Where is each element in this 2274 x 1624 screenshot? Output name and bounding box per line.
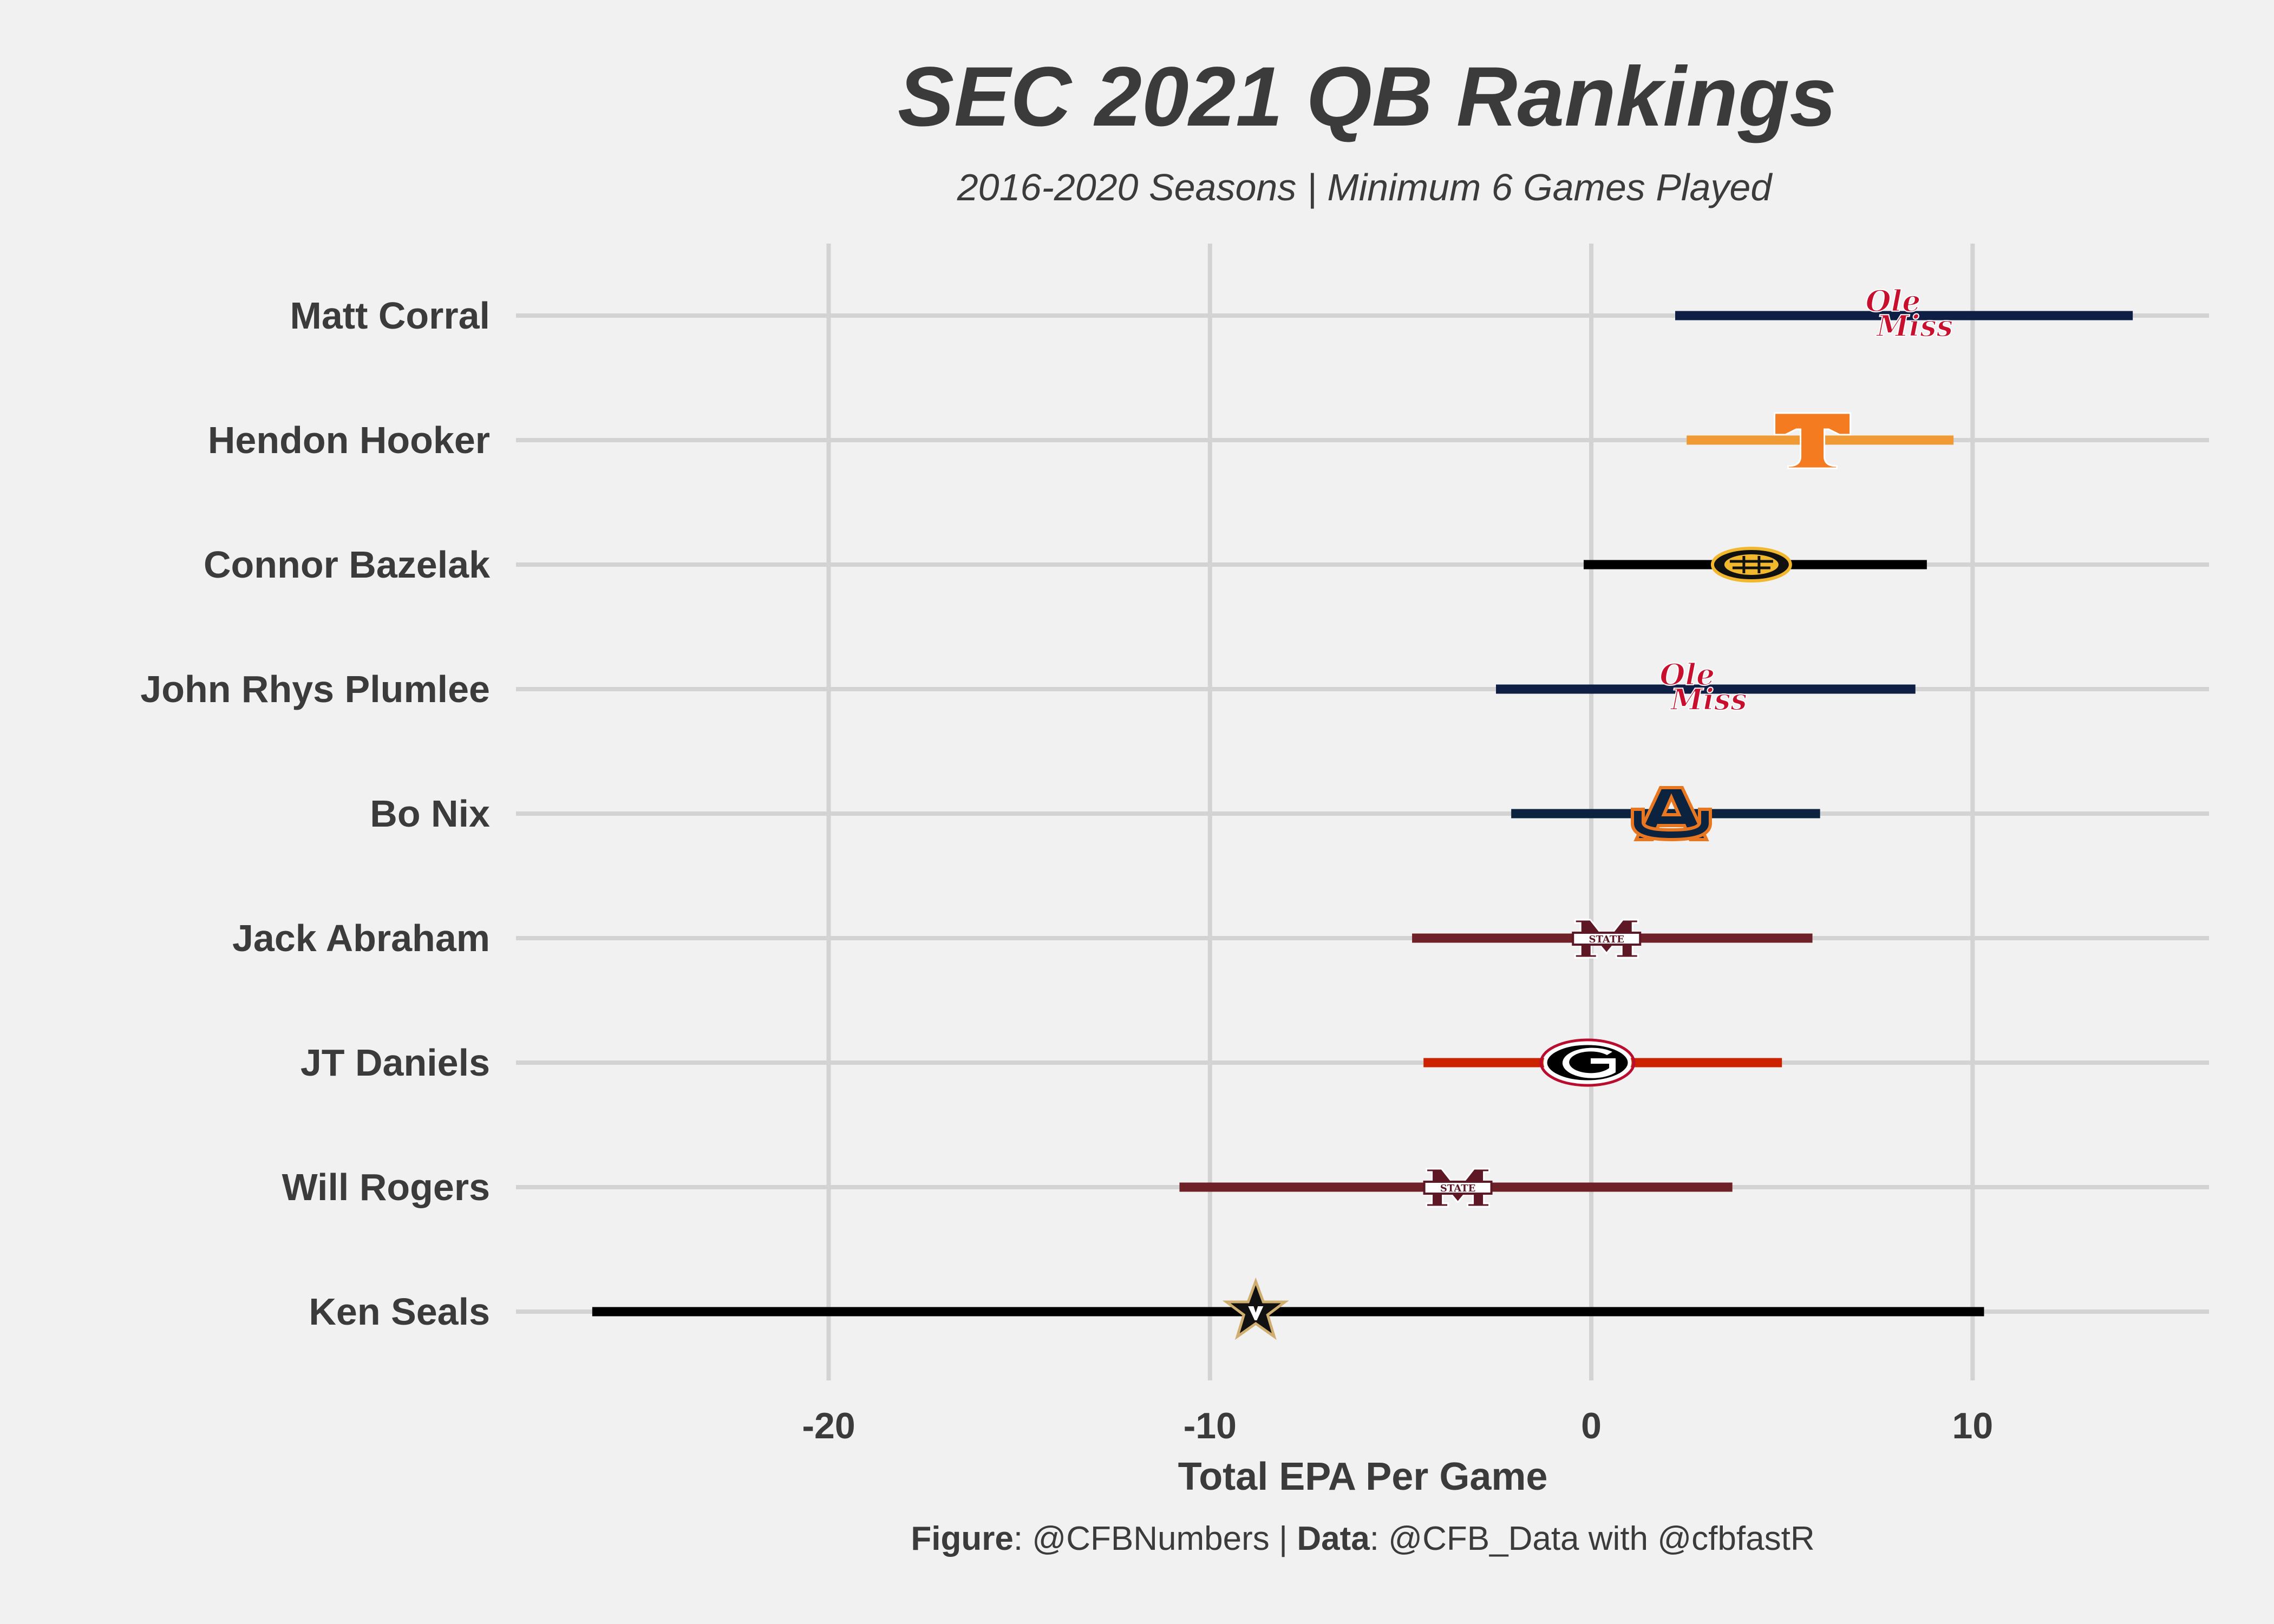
tennessee-logo bbox=[1774, 412, 1852, 469]
mississippi-state-logo-m bbox=[1574, 919, 1639, 959]
missouri-logo-face bbox=[1724, 554, 1779, 575]
vanderbilt-logo-star bbox=[1222, 1277, 1289, 1340]
georgia-logo bbox=[1539, 1038, 1636, 1087]
x-tick-label: -10 bbox=[1184, 1405, 1237, 1446]
missouri-logo bbox=[1710, 547, 1792, 582]
tennessee-logo-t bbox=[1774, 412, 1852, 469]
georgia-logo-ring bbox=[1539, 1038, 1636, 1087]
caption-figure-label: Figure bbox=[911, 1520, 1013, 1557]
x-tick-label: -20 bbox=[802, 1405, 855, 1446]
caption-data-label: Data bbox=[1297, 1520, 1370, 1557]
ole-miss-logo-text-top: Ole bbox=[1659, 657, 1715, 692]
auburn-logo-u bbox=[1630, 808, 1712, 842]
x-axis-label: Total EPA Per Game bbox=[1178, 1455, 1548, 1498]
mississippi-state-logo: STATE bbox=[1572, 919, 1642, 959]
mississippi-state-logo-text: STATE bbox=[1589, 934, 1624, 945]
ole-miss-logo-text-top: Ole bbox=[1866, 284, 1921, 318]
player-label-5: Jack Abraham bbox=[232, 917, 490, 959]
caption: Figure: @CFBNumbers | Data: @CFB_Data wi… bbox=[911, 1520, 1814, 1557]
chart-subtitle: 2016-2020 Seasons | Minimum 6 Games Play… bbox=[957, 166, 1773, 209]
mississippi-state-logo: STATE bbox=[1423, 1168, 1493, 1208]
vanderbilt-logo-v bbox=[1248, 1306, 1264, 1320]
vanderbilt-logo bbox=[1222, 1277, 1289, 1340]
caption-data-value: : @CFB_Data with @cfbfastR bbox=[1370, 1520, 1815, 1557]
auburn-logo bbox=[1630, 786, 1712, 842]
chart-title: SEC 2021 QB Rankings bbox=[898, 50, 1837, 144]
player-label-0: Matt Corral bbox=[290, 294, 490, 337]
ole-miss-logo-text-bottom: Miss bbox=[1670, 682, 1747, 717]
mississippi-state-logo-banner bbox=[1423, 1181, 1493, 1195]
missouri-logo-stripes bbox=[1729, 556, 1773, 573]
player-label-6: JT Daniels bbox=[300, 1042, 490, 1084]
ole-miss-logo-text-bottom: Miss bbox=[1876, 309, 1953, 343]
mississippi-state-logo-banner bbox=[1572, 932, 1642, 946]
x-tick-labels: -20 -10 0 10 bbox=[802, 1405, 1993, 1446]
player-label-1: Hendon Hooker bbox=[208, 419, 490, 461]
x-tick-label: 0 bbox=[1581, 1405, 1602, 1446]
player-labels: Matt Corral Hendon Hooker Connor Bazelak Jo… bbox=[140, 294, 490, 1333]
player-label-3: John Rhys Plumlee bbox=[140, 668, 490, 710]
player-label-4: Bo Nix bbox=[370, 793, 490, 835]
caption-figure-value: : @CFBNumbers | bbox=[1014, 1520, 1297, 1557]
player-label-2: Connor Bazelak bbox=[204, 543, 490, 586]
x-tick-label: 10 bbox=[1952, 1405, 1994, 1446]
mississippi-state-logo-text: STATE bbox=[1440, 1183, 1476, 1194]
player-label-8: Ken Seals bbox=[309, 1291, 490, 1333]
horizontal-gridlines bbox=[516, 313, 2209, 1314]
mississippi-state-logo-m bbox=[1426, 1168, 1491, 1208]
georgia-logo-g bbox=[1562, 1047, 1616, 1078]
player-label-7: Will Rogers bbox=[282, 1166, 490, 1208]
